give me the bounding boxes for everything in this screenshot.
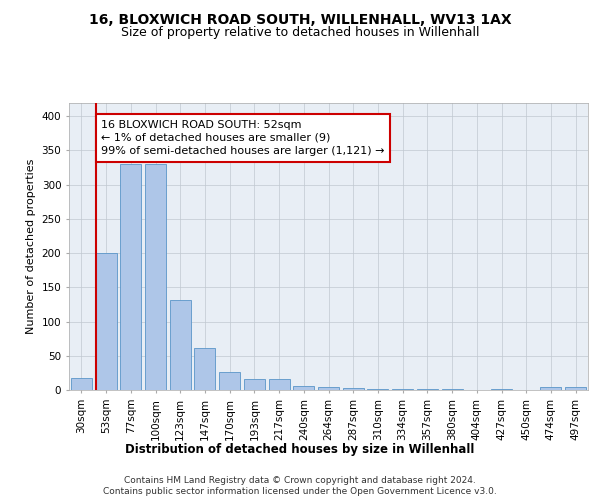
Bar — [293, 386, 314, 390]
Text: 16, BLOXWICH ROAD SOUTH, WILLENHALL, WV13 1AX: 16, BLOXWICH ROAD SOUTH, WILLENHALL, WV1… — [89, 12, 511, 26]
Text: 16 BLOXWICH ROAD SOUTH: 52sqm
← 1% of detached houses are smaller (9)
99% of sem: 16 BLOXWICH ROAD SOUTH: 52sqm ← 1% of de… — [101, 120, 385, 156]
Bar — [367, 388, 388, 390]
Bar — [343, 388, 364, 390]
Bar — [541, 388, 562, 390]
Bar — [219, 372, 240, 390]
Bar — [491, 388, 512, 390]
Bar — [145, 164, 166, 390]
Bar — [318, 388, 339, 390]
Bar — [95, 253, 116, 390]
Bar — [194, 348, 215, 390]
Bar — [71, 378, 92, 390]
Bar — [269, 379, 290, 390]
Text: Contains public sector information licensed under the Open Government Licence v3: Contains public sector information licen… — [103, 487, 497, 496]
Bar — [565, 388, 586, 390]
Bar — [120, 164, 141, 390]
Text: Distribution of detached houses by size in Willenhall: Distribution of detached houses by size … — [125, 442, 475, 456]
Text: Contains HM Land Registry data © Crown copyright and database right 2024.: Contains HM Land Registry data © Crown c… — [124, 476, 476, 485]
Y-axis label: Number of detached properties: Number of detached properties — [26, 158, 36, 334]
Bar — [244, 379, 265, 390]
Text: Size of property relative to detached houses in Willenhall: Size of property relative to detached ho… — [121, 26, 479, 39]
Bar — [170, 300, 191, 390]
